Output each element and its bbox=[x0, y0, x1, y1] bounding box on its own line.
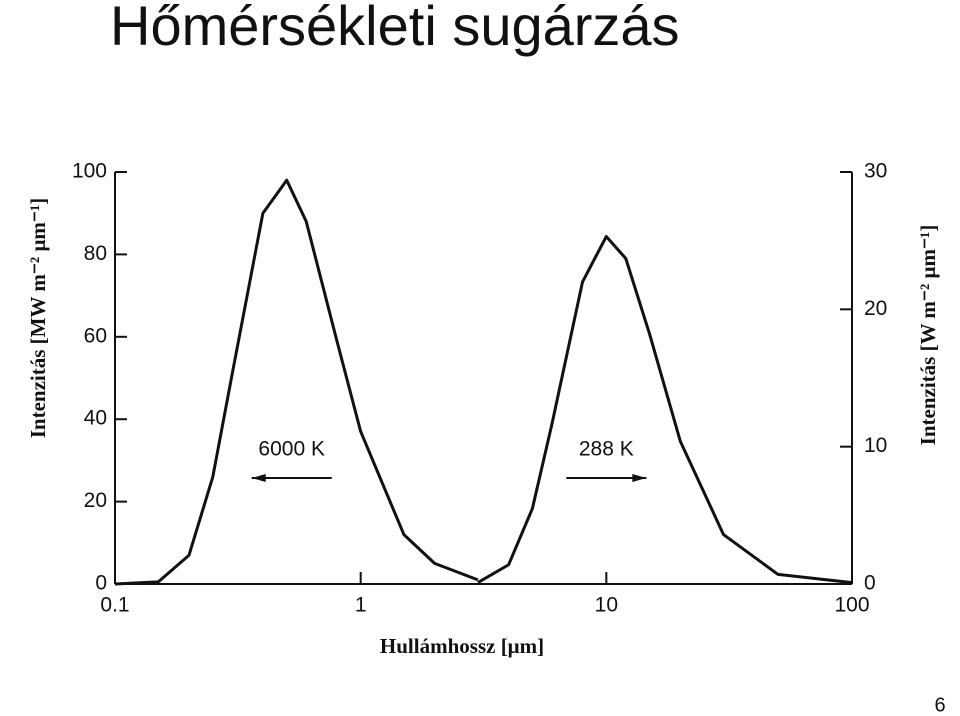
x-tick-label: 0.1 bbox=[100, 594, 129, 617]
series-label: 288 K bbox=[579, 438, 634, 461]
line-series bbox=[477, 235, 853, 585]
y-axis-label: Intenzitás [MW m⁻² μm⁻¹] bbox=[26, 198, 50, 439]
y-tick-label: 80 bbox=[84, 242, 107, 265]
y2-tick-label: 20 bbox=[864, 297, 887, 320]
slide-title: Hőmérsékleti sugárzás bbox=[110, 0, 680, 57]
y-tick-label: 100 bbox=[72, 160, 107, 183]
x-axis-label: Hullámhossz [μm] bbox=[380, 634, 544, 658]
y-tick-label: 60 bbox=[84, 324, 107, 347]
y-tick-label: 20 bbox=[84, 489, 107, 512]
y-tick-label: 40 bbox=[84, 407, 107, 430]
x-tick-label: 10 bbox=[595, 594, 618, 617]
y2-tick-label: 30 bbox=[864, 160, 887, 183]
y2-tick-label: 0 bbox=[864, 572, 876, 595]
arrow-head bbox=[251, 474, 266, 482]
y2-axis-label: Intenzitás [W m⁻² μm⁻¹] bbox=[916, 225, 940, 446]
y2-tick-label: 10 bbox=[864, 434, 887, 457]
y-tick-label: 0 bbox=[95, 572, 107, 595]
x-tick-label: 100 bbox=[834, 594, 869, 617]
x-tick-label: 1 bbox=[355, 594, 367, 617]
line-series bbox=[114, 178, 479, 586]
series-label: 6000 K bbox=[258, 438, 325, 461]
page-number: 6 bbox=[934, 694, 945, 716]
arrow-head bbox=[632, 474, 647, 482]
